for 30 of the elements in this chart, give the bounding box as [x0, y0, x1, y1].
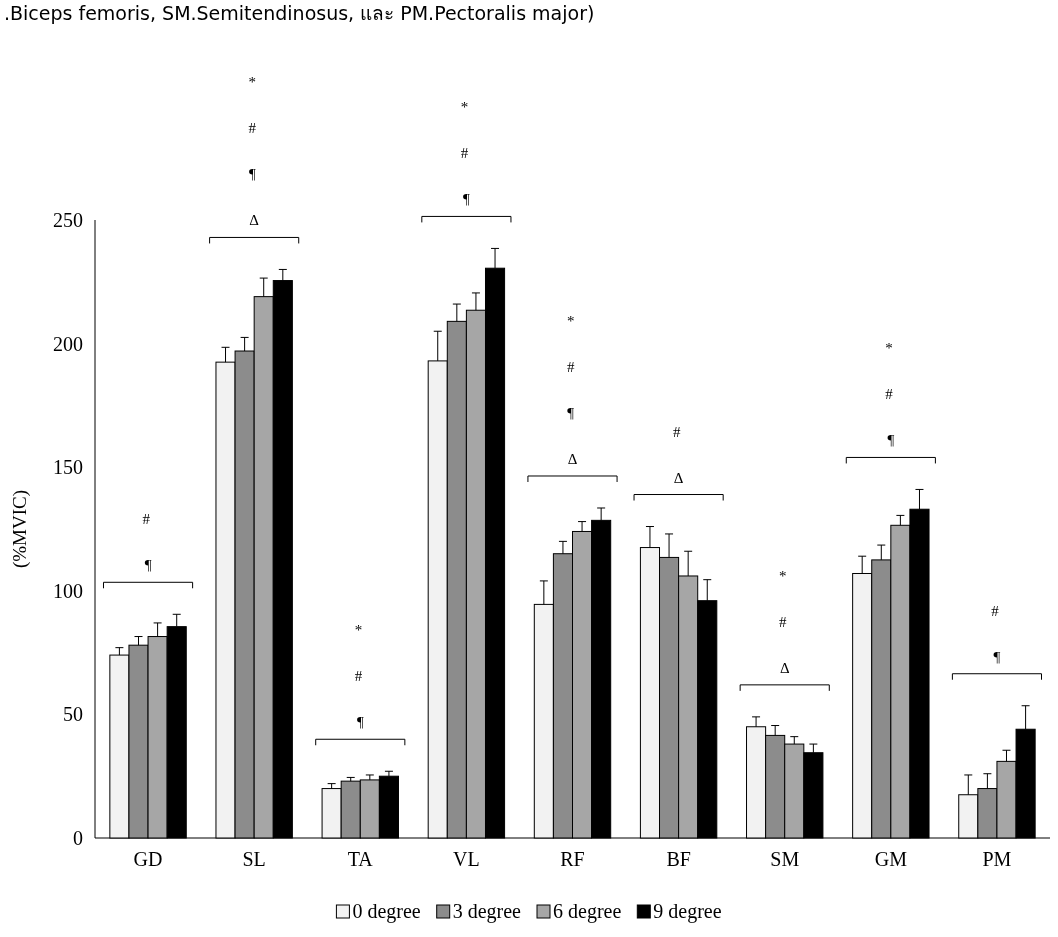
chart-title: .Biceps femoris, SM.Semitendinosus, และ PM.Pectoralis major) — [4, 2, 595, 24]
text: * # ¶ — [460, 99, 470, 208]
y-tick-label: 200 — [53, 332, 83, 355]
text: * # ¶ — [354, 622, 364, 731]
y-tick-label: 150 — [53, 456, 83, 479]
x-tick-label: GM — [874, 848, 908, 870]
text: # Δ — [672, 423, 684, 486]
legend-label: 3 degree — [452, 900, 522, 923]
y-tick-label: 50 — [63, 703, 83, 726]
x-tick-label: TA — [347, 848, 374, 870]
text: * # ¶ Δ — [248, 74, 259, 229]
legend-label: 0 degree — [352, 900, 421, 923]
x-tick-label: GD — [133, 848, 163, 870]
x-tick-label: RF — [560, 848, 585, 870]
text: * # ¶ Δ — [566, 312, 578, 467]
text: # ¶ — [991, 602, 1001, 665]
x-tick-label: PM — [982, 848, 1012, 870]
x-tick-label: BF — [666, 848, 691, 870]
y-tick-label: 0 — [73, 827, 83, 849]
y-tick-label: 100 — [53, 579, 83, 602]
text: # ¶ — [142, 511, 152, 574]
legend-label: 9 degree — [653, 900, 722, 923]
x-tick-label: SM — [770, 848, 800, 870]
text: * # ¶ — [885, 340, 895, 449]
x-tick-label: SL — [242, 848, 266, 870]
text: * # Δ — [779, 567, 790, 676]
y-axis-title: (%MVIC) — [9, 489, 31, 569]
legend-label: 6 degree — [553, 900, 622, 923]
y-tick-label: 250 — [53, 209, 83, 231]
x-tick-label: VL — [453, 848, 480, 870]
